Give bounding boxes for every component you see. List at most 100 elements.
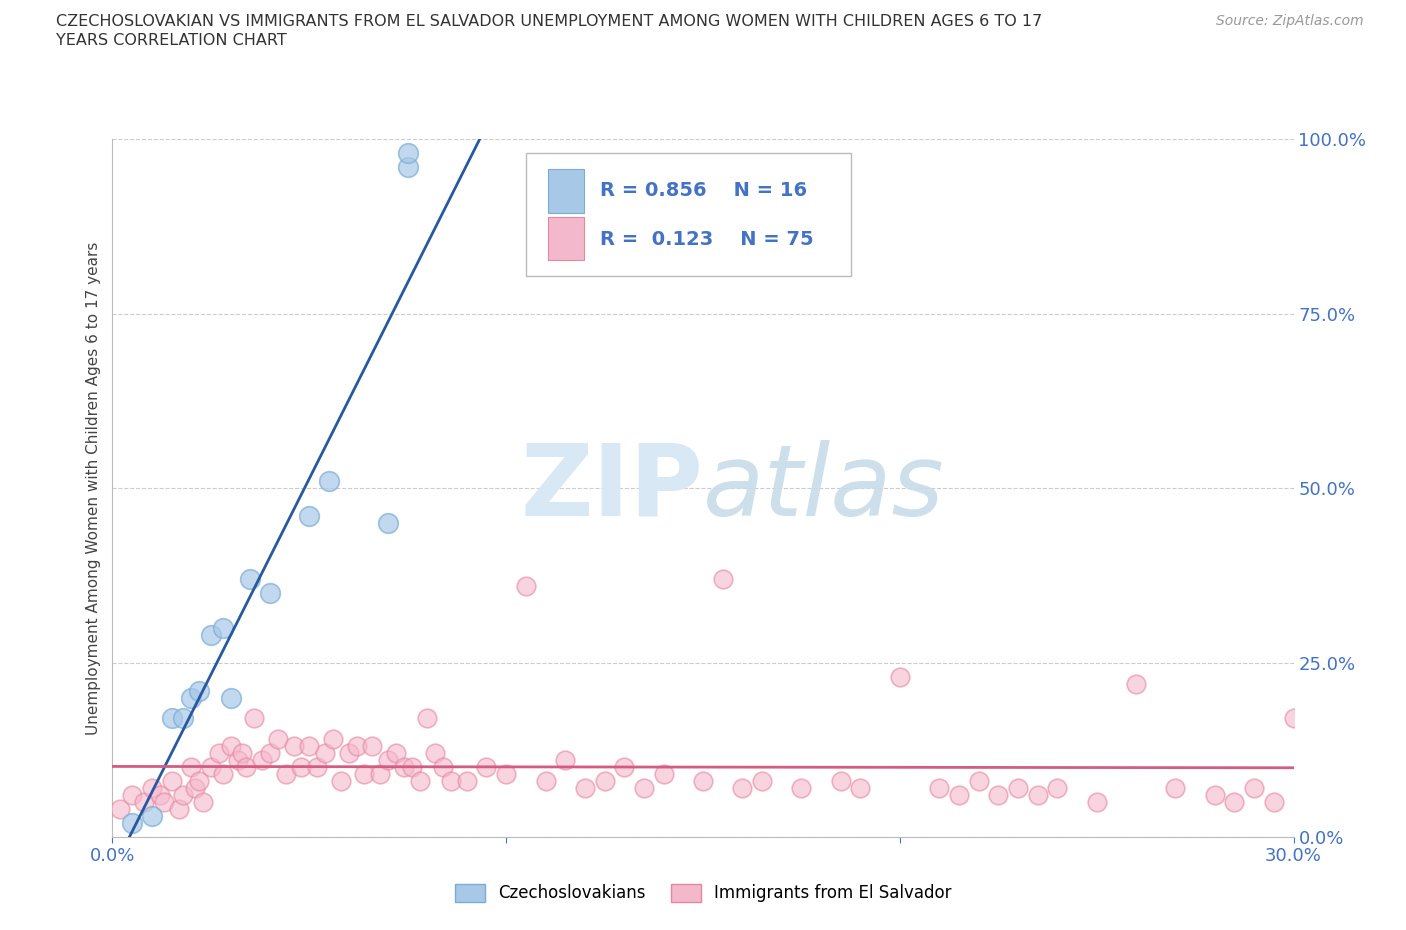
Point [554, 753, 576, 768]
Point [121, 816, 143, 830]
Point [385, 746, 408, 761]
Point [416, 711, 439, 725]
Point [495, 766, 517, 781]
Point [110, 802, 132, 817]
Point [231, 746, 253, 761]
Point [191, 794, 214, 809]
FancyBboxPatch shape [548, 169, 583, 213]
Point [283, 738, 305, 753]
Point [141, 809, 163, 824]
Point [1085, 794, 1108, 809]
Point [314, 746, 336, 761]
Point [475, 760, 498, 775]
Point [534, 774, 557, 789]
Point [211, 620, 233, 635]
Point [322, 732, 344, 747]
Point [928, 781, 950, 796]
Point [274, 766, 297, 781]
Point [1046, 781, 1069, 796]
FancyBboxPatch shape [548, 217, 583, 260]
Point [243, 711, 266, 725]
Point [180, 760, 202, 775]
Point [377, 515, 399, 530]
Point [401, 760, 423, 775]
Point [152, 794, 174, 809]
Point [219, 738, 242, 753]
Point [396, 146, 419, 161]
Legend: Czechoslovakians, Immigrants from El Salvador: Czechoslovakians, Immigrants from El Sal… [449, 877, 957, 909]
Point [849, 781, 872, 796]
Point [172, 788, 194, 803]
Point [731, 781, 754, 796]
Point [967, 774, 990, 789]
Point [172, 711, 194, 725]
Point [169, 802, 191, 817]
Point [1125, 676, 1147, 691]
Point [346, 738, 368, 753]
Point [1243, 781, 1265, 796]
Point [633, 781, 655, 796]
Point [184, 781, 207, 796]
Text: R =  0.123    N = 75: R = 0.123 N = 75 [600, 230, 814, 248]
Point [180, 690, 202, 705]
Point [318, 474, 340, 489]
Point [298, 509, 321, 524]
Point [307, 760, 329, 775]
Point [141, 781, 163, 796]
Point [392, 760, 415, 775]
Point [228, 753, 250, 768]
Point [211, 766, 233, 781]
Point [188, 774, 211, 789]
Point [987, 788, 1010, 803]
Text: CZECHOSLOVAKIAN VS IMMIGRANTS FROM EL SALVADOR UNEMPLOYMENT AMONG WOMEN WITH CHI: CZECHOSLOVAKIAN VS IMMIGRANTS FROM EL SA… [56, 14, 1042, 29]
Point [711, 571, 734, 587]
Point [790, 781, 813, 796]
Point [200, 760, 222, 775]
Text: atlas: atlas [703, 440, 945, 537]
Point [574, 781, 596, 796]
Point [208, 746, 231, 761]
Point [132, 794, 155, 809]
Point [160, 774, 183, 789]
Point [440, 774, 463, 789]
Text: ZIP: ZIP [520, 440, 703, 537]
Point [692, 774, 714, 789]
Point [337, 746, 360, 761]
Point [408, 774, 430, 789]
Point [353, 766, 375, 781]
Point [121, 788, 143, 803]
Point [515, 578, 537, 593]
Text: R = 0.856    N = 16: R = 0.856 N = 16 [600, 181, 807, 200]
Point [1164, 781, 1187, 796]
Point [267, 732, 290, 747]
Text: Source: ZipAtlas.com: Source: ZipAtlas.com [1216, 14, 1364, 28]
Point [889, 670, 911, 684]
Point [1263, 794, 1285, 809]
Point [239, 571, 262, 587]
Point [290, 760, 312, 775]
Point [188, 683, 211, 698]
Point [200, 628, 222, 643]
Point [613, 760, 636, 775]
Point [329, 774, 352, 789]
Point [1026, 788, 1049, 803]
Point [432, 760, 454, 775]
Point [1007, 781, 1029, 796]
Point [425, 746, 447, 761]
Point [652, 766, 675, 781]
FancyBboxPatch shape [526, 153, 851, 275]
Point [250, 753, 273, 768]
Point [149, 788, 172, 803]
Point [1204, 788, 1226, 803]
Y-axis label: Unemployment Among Women with Children Ages 6 to 17 years: Unemployment Among Women with Children A… [86, 242, 101, 735]
Text: YEARS CORRELATION CHART: YEARS CORRELATION CHART [56, 33, 287, 47]
Point [259, 586, 281, 601]
Point [1223, 794, 1246, 809]
Point [361, 738, 384, 753]
Point [160, 711, 183, 725]
Point [456, 774, 478, 789]
Point [1282, 711, 1305, 725]
Point [593, 774, 616, 789]
Point [219, 690, 242, 705]
Point [751, 774, 773, 789]
